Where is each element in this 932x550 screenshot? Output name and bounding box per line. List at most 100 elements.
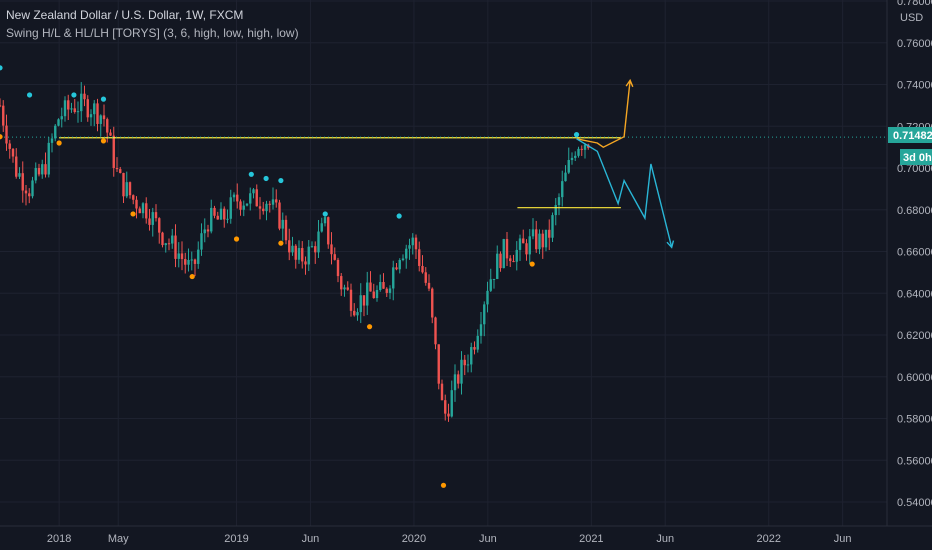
candle-body xyxy=(522,238,525,244)
candle-body xyxy=(11,148,15,157)
symbol-title[interactable]: New Zealand Dollar / U.S. Dollar, 1W, FX… xyxy=(6,8,244,22)
candle-body xyxy=(44,164,47,175)
candle-body xyxy=(70,108,73,110)
candle-body xyxy=(249,193,252,204)
candle-body xyxy=(96,103,99,124)
candle-body xyxy=(323,217,327,224)
candle-body xyxy=(252,189,255,194)
bullish-projection-path xyxy=(576,80,631,149)
candle-body xyxy=(226,218,229,220)
annotation-lines xyxy=(0,78,887,249)
candle-body xyxy=(216,215,219,220)
swing-markers xyxy=(0,65,580,488)
candle-body xyxy=(37,168,41,175)
currency-label: USD xyxy=(900,12,923,24)
candle-body xyxy=(213,207,216,216)
candlesticks xyxy=(0,82,590,422)
time-tick-label: 2021 xyxy=(579,533,603,545)
candle-body xyxy=(577,148,580,156)
candle-body xyxy=(275,199,278,203)
swing-high-marker xyxy=(396,213,402,219)
candle-body xyxy=(580,148,583,150)
candle-body xyxy=(99,115,102,124)
candle-body xyxy=(437,344,440,384)
candle-body xyxy=(346,287,349,290)
candle-body xyxy=(515,249,518,262)
candle-body xyxy=(174,235,177,259)
swing-low-marker xyxy=(130,211,136,217)
candle-body xyxy=(372,291,375,299)
candle-body xyxy=(567,160,570,173)
candle-body xyxy=(333,254,336,260)
candle-body xyxy=(327,217,330,245)
candle-body xyxy=(197,249,200,264)
candle-body xyxy=(476,335,479,350)
candle-body xyxy=(190,259,193,261)
candle-body xyxy=(564,172,567,182)
time-axis[interactable]: 2018 May 2019 Jun 2020 Jun 2021 Jun 2022 Jun xyxy=(0,525,932,545)
candle-body xyxy=(193,259,197,264)
candle-body xyxy=(73,108,76,113)
price-tick-label: 0.78000 xyxy=(897,0,932,8)
candle-body xyxy=(489,279,492,291)
time-tick-label: Jun xyxy=(479,533,497,545)
candle-body xyxy=(245,203,249,206)
candle-body xyxy=(554,205,557,216)
candle-body xyxy=(203,229,206,234)
candle-body xyxy=(242,205,245,210)
candle-body xyxy=(307,246,310,265)
candle-body xyxy=(119,169,122,173)
candle-body xyxy=(112,135,115,168)
candle-body xyxy=(89,114,93,118)
candle-body xyxy=(392,267,395,289)
bearish-projection-path xyxy=(576,138,673,248)
candle-body xyxy=(80,93,83,112)
candle-body xyxy=(395,267,398,270)
candle-body xyxy=(236,194,239,202)
candle-body xyxy=(310,246,314,248)
candle-body xyxy=(548,229,551,238)
candle-body xyxy=(138,208,141,214)
candle-body xyxy=(57,119,60,126)
candle-body xyxy=(63,100,67,117)
candle-body xyxy=(122,172,125,197)
candle-body xyxy=(434,317,437,345)
time-tick-label: 2020 xyxy=(402,533,426,545)
candle-body xyxy=(496,253,499,279)
candle-body xyxy=(93,103,96,115)
candle-body xyxy=(479,324,483,336)
candle-body xyxy=(398,260,401,270)
candle-body xyxy=(31,180,34,197)
candle-body xyxy=(505,239,509,259)
candle-body xyxy=(405,248,408,259)
swing-low-marker xyxy=(100,138,107,144)
candle-body xyxy=(180,253,184,260)
candle-body xyxy=(239,201,242,210)
candle-body xyxy=(356,312,359,316)
candle-body xyxy=(388,288,392,293)
candle-body xyxy=(47,142,50,175)
candle-body xyxy=(294,245,297,260)
indicator-title[interactable]: Swing H/L & HL/LH [TORYS] (3, 6, high, l… xyxy=(6,26,299,40)
swing-low-marker xyxy=(189,273,195,280)
candle-body xyxy=(187,259,190,265)
candle-body xyxy=(115,167,119,170)
countdown-label: 3d 0h xyxy=(903,152,932,164)
swing-low-marker xyxy=(56,140,62,146)
candle-body xyxy=(574,155,577,158)
time-tick-label: May xyxy=(108,533,129,545)
candle-body xyxy=(473,347,476,350)
candle-body xyxy=(268,203,271,205)
candle-body xyxy=(288,240,291,253)
bearish-projection-path-arrowhead xyxy=(666,240,675,249)
candle-body xyxy=(444,400,447,414)
